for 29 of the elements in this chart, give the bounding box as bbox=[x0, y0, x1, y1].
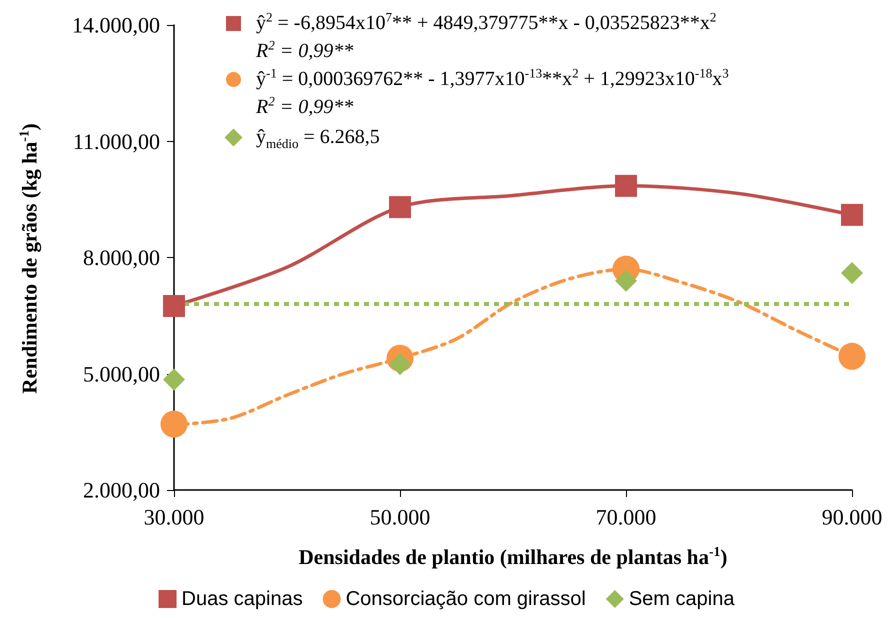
y-tick-label: 2.000,00 bbox=[83, 478, 160, 502]
point bbox=[163, 368, 185, 391]
point bbox=[160, 410, 188, 438]
annotation: ŷ$^{2}$ = -6,8954x10$^{7}$** bbox=[256, 9, 412, 34]
annotation: R$^{2}$ = 0,99** bbox=[256, 93, 354, 118]
x-tick-label: 70.000 bbox=[596, 504, 656, 530]
legend-label: Duas capinas bbox=[182, 588, 303, 610]
point bbox=[163, 294, 185, 317]
annotation: + 4849,379775**x bbox=[416, 12, 568, 34]
annotation: - 0,03525823**x$^{2}$ bbox=[573, 9, 716, 34]
y-tick-label: 8.000,00 bbox=[83, 245, 160, 270]
x-tick-label: 30.000 bbox=[144, 504, 204, 530]
legend-label: Consorciação com girassol bbox=[346, 588, 586, 610]
x-tick-label: 50.000 bbox=[370, 504, 430, 530]
point bbox=[615, 270, 637, 292]
point bbox=[841, 262, 863, 284]
point bbox=[615, 174, 637, 197]
x-tick-label: 90.000 bbox=[822, 504, 882, 530]
x-axis-title: Densidades de plantio (milhares de plantas ha$^{-1}$) bbox=[298, 544, 728, 570]
annotation: ŷ$_{médio}$ = 6.268,5 bbox=[256, 126, 380, 151]
point bbox=[838, 342, 866, 370]
y-tick-label: 11.000,00 bbox=[72, 128, 160, 154]
annotation: R$^{2}$ = 0,99** bbox=[256, 37, 354, 62]
point bbox=[841, 204, 863, 226]
y-tick-label: 5.000,00 bbox=[83, 361, 160, 386]
point bbox=[389, 196, 411, 218]
y-tick-label: 14.000,00 bbox=[72, 12, 160, 38]
text: ŷ$^{-1}$ = 0,000369762** - 1,3977x10$^{-13}$**x$^{2}$ + 1,29923x10$^{-18}$x$^{3}$ bbox=[256, 65, 729, 90]
legend-label: Sem capina bbox=[628, 588, 736, 610]
